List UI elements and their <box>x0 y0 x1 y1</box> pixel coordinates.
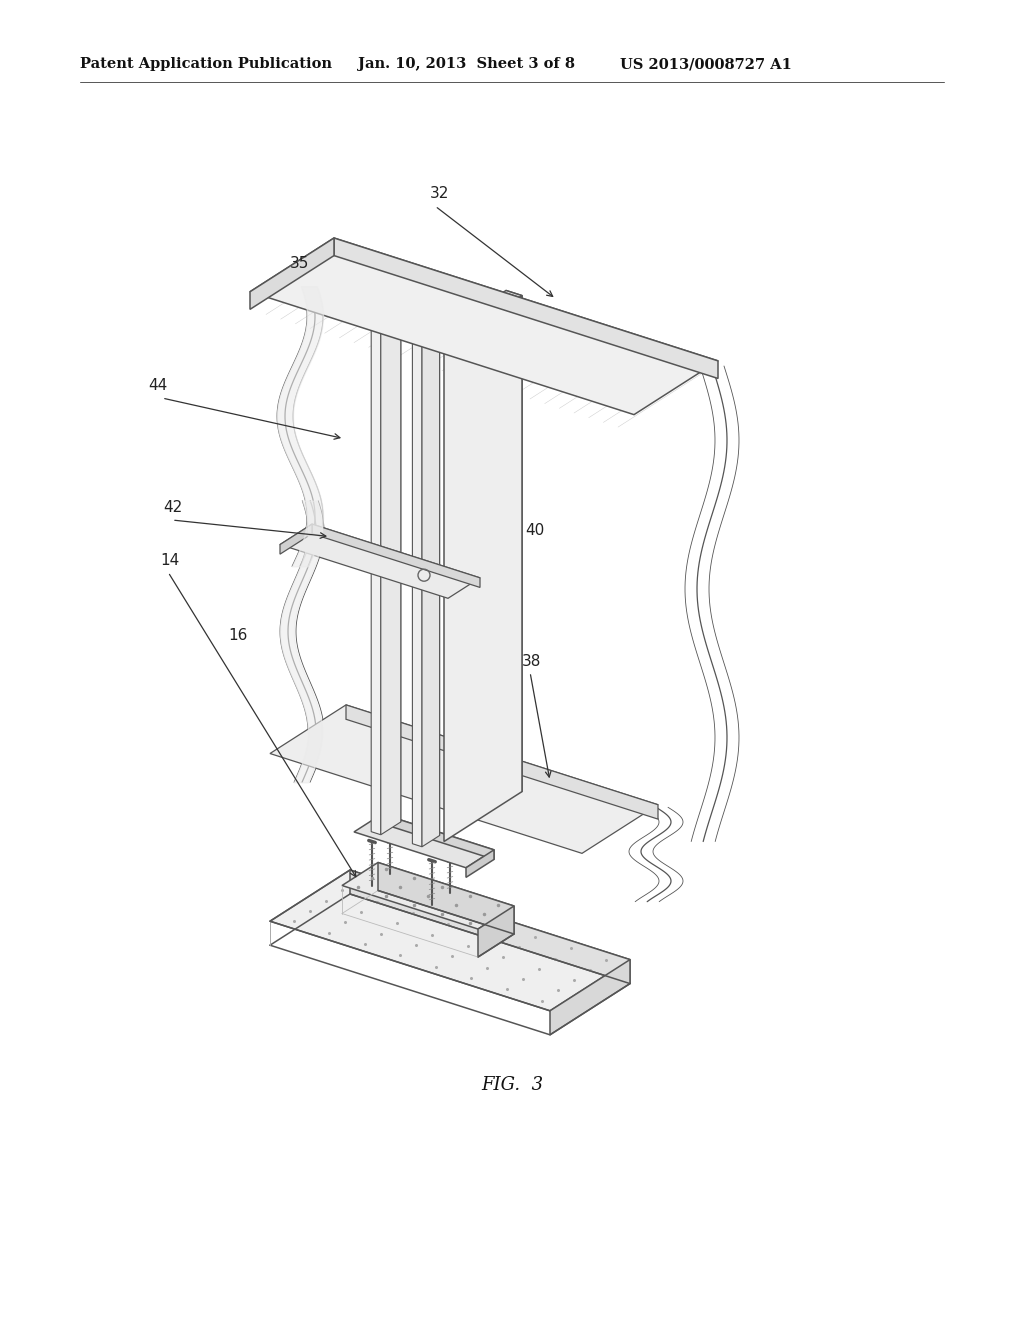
Polygon shape <box>430 313 439 836</box>
Polygon shape <box>381 302 400 834</box>
Polygon shape <box>466 850 494 878</box>
Polygon shape <box>342 862 514 929</box>
Text: Patent Application Publication: Patent Application Publication <box>80 57 332 71</box>
Polygon shape <box>413 323 422 846</box>
Text: FIG.  3: FIG. 3 <box>481 1076 543 1094</box>
Text: 38: 38 <box>522 653 542 669</box>
Polygon shape <box>428 290 522 346</box>
Polygon shape <box>250 238 334 309</box>
Text: 16: 16 <box>228 628 248 643</box>
Text: 14: 14 <box>160 553 179 568</box>
Polygon shape <box>270 870 630 1011</box>
Text: 32: 32 <box>430 186 450 201</box>
Polygon shape <box>346 705 658 820</box>
Polygon shape <box>550 960 630 1035</box>
Polygon shape <box>422 315 439 846</box>
Text: 35: 35 <box>290 256 309 271</box>
Polygon shape <box>280 524 480 598</box>
Polygon shape <box>391 298 400 822</box>
Polygon shape <box>444 296 522 842</box>
Polygon shape <box>371 298 400 314</box>
Polygon shape <box>312 524 480 587</box>
Text: Jan. 10, 2013  Sheet 3 of 8: Jan. 10, 2013 Sheet 3 of 8 <box>358 57 575 71</box>
Text: 40: 40 <box>525 523 544 539</box>
Polygon shape <box>506 290 522 792</box>
Text: 42: 42 <box>163 500 182 515</box>
Text: 44: 44 <box>148 378 167 393</box>
Polygon shape <box>250 238 718 414</box>
Polygon shape <box>270 705 658 853</box>
Polygon shape <box>371 312 381 834</box>
Polygon shape <box>478 906 514 957</box>
Text: US 2013/0008727 A1: US 2013/0008727 A1 <box>620 57 792 71</box>
Polygon shape <box>378 862 514 935</box>
Polygon shape <box>334 238 718 379</box>
Polygon shape <box>382 814 494 859</box>
Polygon shape <box>354 814 494 867</box>
Polygon shape <box>280 524 312 554</box>
Polygon shape <box>350 870 630 983</box>
